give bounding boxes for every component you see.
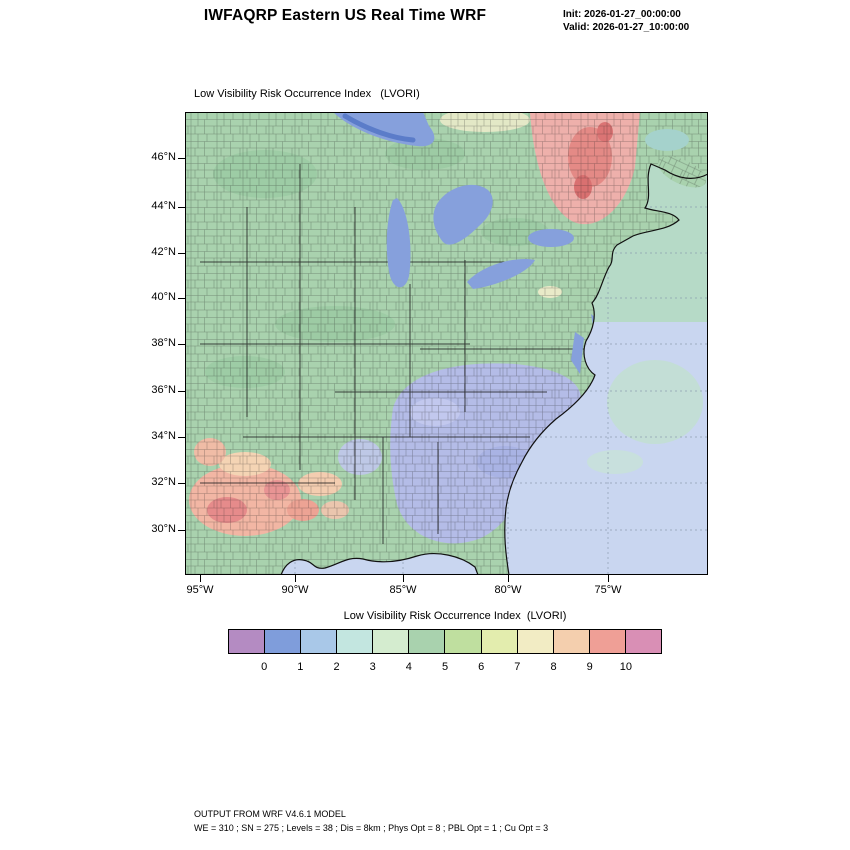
lat-label-30n: 30°N xyxy=(151,523,176,535)
lon-tick-mark xyxy=(200,575,201,582)
lat-tick-mark xyxy=(178,391,185,392)
nova-scotia xyxy=(657,156,707,188)
colorbar-tick: 10 xyxy=(619,661,632,673)
lat-tick-mark xyxy=(178,437,185,438)
model-info-line1: OUTPUT FROM WRF V4.6.1 MODEL xyxy=(194,809,346,819)
lat-tick-mark xyxy=(178,298,185,299)
lat-label-44n: 44°N xyxy=(151,200,176,212)
colorbar-swatch xyxy=(373,630,410,653)
colorbar-tick: 0 xyxy=(261,661,268,673)
colorbar-swatch xyxy=(229,630,266,653)
lvori-map xyxy=(185,112,708,575)
lat-label-42n: 42°N xyxy=(151,246,176,258)
init-time: Init: 2026-01-27_00:00:00 xyxy=(563,9,681,20)
lat-label-40n: 40°N xyxy=(151,291,176,303)
lon-label-95w: 95°W xyxy=(186,584,214,596)
lake-superior-shore xyxy=(342,113,416,143)
lat-tick-mark xyxy=(178,158,185,159)
lat-label-32n: 32°N xyxy=(151,476,176,488)
lon-label-90w: 90°W xyxy=(281,584,309,596)
model-info-footer: OUTPUT FROM WRF V4.6.1 MODEL WE = 310 ; … xyxy=(194,808,548,835)
colorbar-swatch xyxy=(445,630,482,653)
state-borders xyxy=(200,164,585,544)
colorbar-tick: 4 xyxy=(405,661,412,673)
lon-label-80w: 80°W xyxy=(494,584,522,596)
great-lakes xyxy=(333,112,601,374)
lat-label-46n: 46°N xyxy=(151,151,176,163)
lat-tick-mark xyxy=(178,530,185,531)
colorbar-swatch xyxy=(625,630,661,653)
lvori-colorbar xyxy=(228,629,662,654)
valid-time: Valid: 2026-01-27_10:00:00 xyxy=(563,21,690,33)
colorbar-swatch xyxy=(301,630,338,653)
lat-tick-mark xyxy=(178,483,185,484)
lat-label-34n: 34°N xyxy=(151,430,176,442)
colorbar-tick: 6 xyxy=(478,661,485,673)
gulf-of-st-lawrence xyxy=(645,129,689,151)
lat-tick-mark xyxy=(178,207,185,208)
gulf-coastline xyxy=(280,553,479,575)
lon-tick-mark xyxy=(403,575,404,582)
lon-tick-mark xyxy=(608,575,609,582)
map-title: Low Visibility Risk Occurrence Index (LV… xyxy=(194,88,420,100)
lat-label-36n: 36°N xyxy=(151,384,176,396)
lon-tick-mark xyxy=(295,575,296,582)
gulf-of-mexico xyxy=(281,553,478,575)
colorbar-swatch xyxy=(589,630,626,653)
colorbar-tick-labels: 0 1 2 3 4 5 6 7 8 9 10 xyxy=(228,661,662,675)
lat-tick-mark xyxy=(178,344,185,345)
colorbar-tick: 9 xyxy=(586,661,593,673)
colorbar-tick: 8 xyxy=(550,661,557,673)
colorbar-swatch xyxy=(265,630,302,653)
model-info-line2: WE = 310 ; SN = 275 ; Levels = 38 ; Dis … xyxy=(194,822,549,833)
colorbar-swatch xyxy=(517,630,554,653)
colorbar-tick: 7 xyxy=(514,661,521,673)
lon-label-85w: 85°W xyxy=(389,584,417,596)
lat-tick-mark xyxy=(178,253,185,254)
colorbar-tick: 2 xyxy=(333,661,340,673)
colorbar-swatch xyxy=(553,630,590,653)
init-valid-block: Init: 2026-01-27_00:00:00 Valid: 2026-01… xyxy=(563,9,689,34)
colorbar-swatch xyxy=(337,630,374,653)
lat-label-38n: 38°N xyxy=(151,337,176,349)
page-title: IWFAQRP Eastern US Real Time WRF xyxy=(203,7,487,24)
map-frame xyxy=(185,112,708,575)
colorbar-swatch xyxy=(481,630,518,653)
lon-tick-mark xyxy=(508,575,509,582)
colorbar-tick: 3 xyxy=(369,661,376,673)
atlantic-coastline xyxy=(504,163,708,575)
colorbar-label: Low Visibility Risk Occurrence Index (LV… xyxy=(343,610,567,622)
colorbar-swatch xyxy=(409,630,446,653)
colorbar-tick: 1 xyxy=(297,661,304,673)
lon-label-75w: 75°W xyxy=(594,584,622,596)
colorbar-tick: 5 xyxy=(441,661,449,673)
